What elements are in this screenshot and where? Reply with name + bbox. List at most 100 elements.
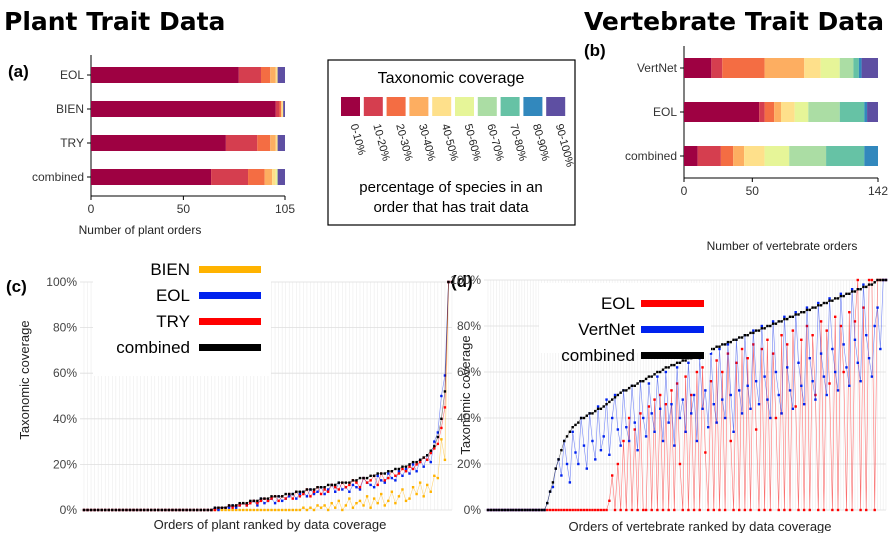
data-point xyxy=(312,492,316,496)
data-point xyxy=(836,508,840,512)
data-point xyxy=(380,492,383,496)
data-point xyxy=(277,495,280,498)
data-point xyxy=(358,486,362,489)
data-point xyxy=(199,508,202,512)
data-point xyxy=(670,363,673,367)
data-point xyxy=(185,508,188,512)
data-point xyxy=(554,467,557,470)
data-point xyxy=(429,451,432,455)
series-line xyxy=(488,279,886,511)
legend-swatch xyxy=(641,300,704,307)
data-point xyxy=(351,506,355,509)
data-point xyxy=(752,343,755,346)
bar-segment xyxy=(720,146,734,166)
data-point xyxy=(627,386,631,390)
data-point xyxy=(515,508,518,512)
data-point xyxy=(633,384,636,387)
data-point xyxy=(348,483,351,487)
data-point xyxy=(234,504,238,507)
x-tick-label: 50 xyxy=(177,202,191,216)
data-point xyxy=(355,486,358,489)
data-point xyxy=(681,508,684,512)
data-point xyxy=(523,508,526,512)
data-point xyxy=(867,357,871,360)
data-point xyxy=(227,506,231,509)
data-point xyxy=(749,331,752,335)
data-point xyxy=(387,499,390,503)
data-point xyxy=(591,508,594,512)
data-point xyxy=(732,508,735,512)
data-point xyxy=(213,508,217,512)
data-point xyxy=(582,416,586,420)
panel-a-label: (a) xyxy=(8,62,29,81)
data-point xyxy=(870,278,874,282)
data-point xyxy=(344,481,348,484)
data-point xyxy=(429,460,432,464)
data-point xyxy=(636,382,639,385)
data-point xyxy=(319,486,323,489)
bar-segment xyxy=(277,67,285,83)
x-tick-label: 142 xyxy=(868,184,888,198)
data-point xyxy=(217,506,220,509)
data-point xyxy=(738,336,741,339)
data-point xyxy=(560,449,563,452)
data-point xyxy=(231,504,234,507)
data-point xyxy=(341,481,344,484)
data-point xyxy=(650,508,653,512)
data-point xyxy=(284,508,287,512)
panel-b-vertebrate-bar-chart: (b) Number of vertebrate orders VertNet E… xyxy=(584,41,888,253)
x-tick-label: 0 xyxy=(681,184,688,198)
bar-segment xyxy=(684,58,712,78)
data-point xyxy=(387,476,390,480)
data-point xyxy=(577,508,580,512)
data-point xyxy=(862,283,865,286)
bar-segment xyxy=(264,169,273,185)
data-point xyxy=(224,508,227,512)
data-point xyxy=(769,416,772,420)
data-point xyxy=(786,343,789,346)
data-point xyxy=(450,280,454,284)
data-point xyxy=(738,389,741,392)
data-point xyxy=(633,421,636,424)
data-point xyxy=(608,400,611,404)
data-point xyxy=(828,382,831,385)
data-point xyxy=(797,313,800,316)
panel-c-plant-coverage-plot: (c) Orders of plant ranked by data cover… xyxy=(6,249,454,532)
panel-d-vertebrate-coverage-plot: (d) Orders of vertebrate ranked by data … xyxy=(450,272,888,533)
data-point xyxy=(692,508,696,512)
data-point xyxy=(330,501,333,505)
data-point xyxy=(684,359,687,362)
y-tick-label: TRY xyxy=(60,136,84,150)
data-point xyxy=(146,508,149,512)
data-point xyxy=(661,439,665,443)
scale-legend-box xyxy=(327,59,576,226)
data-point xyxy=(440,417,443,420)
data-point xyxy=(273,501,277,505)
data-point xyxy=(224,506,227,509)
data-point xyxy=(746,384,749,387)
data-point xyxy=(825,393,828,397)
bar-segment xyxy=(275,101,280,117)
data-point xyxy=(783,508,786,512)
data-point xyxy=(636,508,639,512)
data-point xyxy=(436,431,440,434)
data-point xyxy=(415,463,418,466)
data-point xyxy=(436,435,440,439)
data-point xyxy=(673,508,676,512)
data-point xyxy=(831,347,834,351)
data-point xyxy=(625,426,628,429)
data-point xyxy=(369,474,372,477)
data-point xyxy=(845,366,848,369)
bar-segment xyxy=(789,146,827,166)
bar-segment xyxy=(781,102,795,122)
data-point xyxy=(529,508,532,512)
data-point xyxy=(794,405,797,408)
data-point xyxy=(401,488,404,491)
data-point xyxy=(397,472,401,475)
data-point xyxy=(411,463,415,466)
data-point xyxy=(625,389,628,392)
y-tick-label: 20% xyxy=(457,457,481,471)
data-point xyxy=(548,490,552,493)
data-point xyxy=(848,292,851,295)
data-point xyxy=(443,390,447,393)
